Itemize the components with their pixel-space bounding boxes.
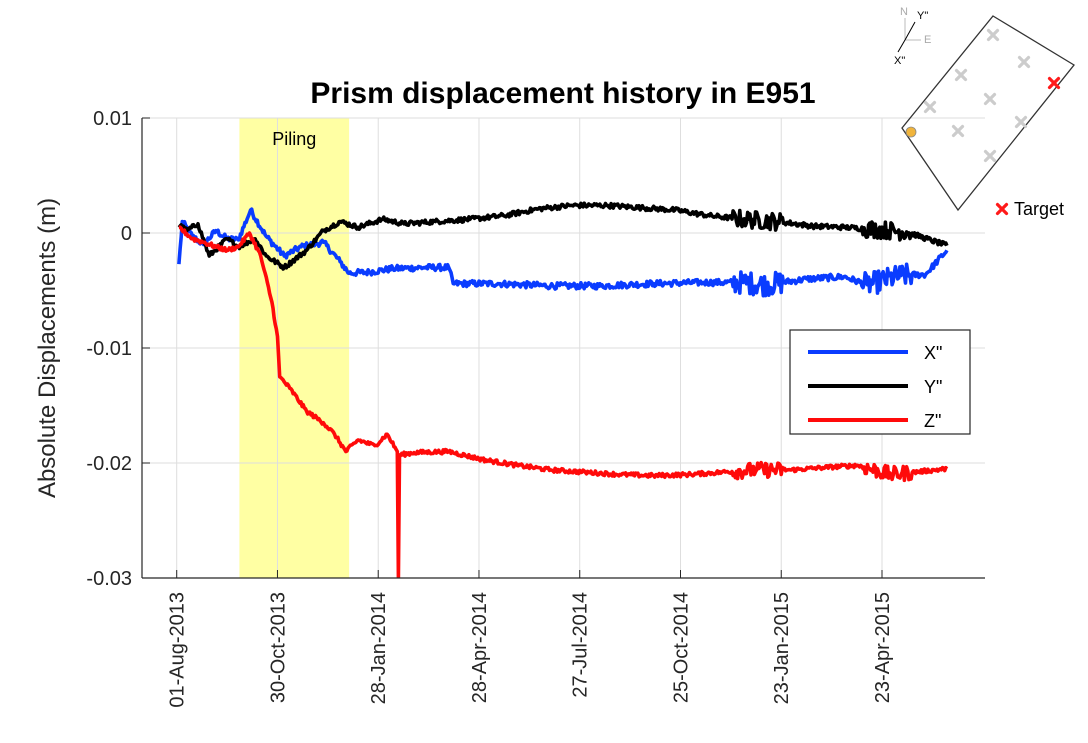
series-line-z — [178, 225, 949, 578]
series-line-x — [177, 207, 949, 298]
legend: X" Y" Z" — [789, 329, 971, 435]
target-point — [1047, 76, 1061, 90]
y-tick-label: -0.02 — [86, 453, 132, 475]
target-label: Target — [1014, 199, 1064, 219]
cross-stroke — [986, 28, 1000, 42]
compass: N E Y" X" — [894, 6, 931, 67]
target-icon — [995, 202, 1009, 216]
x-tick-label: 28-Jan-2014 — [368, 592, 390, 704]
y-axis-arrow — [904, 21, 916, 41]
x-tick-label: 30-Oct-2013 — [267, 592, 289, 703]
survey-point — [1014, 115, 1028, 129]
x-tick-label: 23-Apr-2015 — [872, 592, 894, 703]
x-tick-label: 27-Jul-2014 — [570, 592, 592, 698]
cross-stroke — [1017, 55, 1031, 69]
series-line-y — [177, 201, 949, 271]
reference-point — [905, 126, 917, 138]
survey-point — [986, 28, 1000, 42]
y-axis-label: Absolute Displacements (m) — [34, 198, 61, 498]
survey-point — [951, 124, 965, 138]
target-legend-marker — [995, 202, 1009, 216]
x-tick-labels: 01-Aug-2013 30-Oct-2013 28-Jan-2014 28-Apr-… — [167, 592, 894, 708]
cross-stroke — [983, 92, 997, 106]
cross-stroke — [951, 124, 965, 138]
chart-title: Prism displacement history in E951 — [310, 77, 815, 110]
y-tick-labels: 0.01 0 -0.01 -0.02 -0.03 — [86, 108, 132, 590]
survey-points — [905, 28, 1061, 163]
axes — [141, 117, 985, 579]
north-label: N — [900, 6, 908, 18]
survey-point — [983, 92, 997, 106]
cross-stroke — [923, 100, 937, 114]
piling-label: Piling — [272, 129, 316, 149]
y-tick-label: -0.03 — [86, 568, 132, 590]
y-axis-compass-label: Y" — [917, 10, 928, 22]
y-tick-label: 0 — [121, 223, 132, 245]
x-axis-arrow — [897, 39, 906, 53]
x-tick-label: 25-Oct-2014 — [670, 592, 692, 703]
survey-point — [1017, 55, 1031, 69]
y-tick-label: 0.01 — [93, 108, 132, 130]
x-tick-label: 23-Jan-2015 — [771, 592, 793, 704]
target-legend: Target — [995, 199, 1064, 219]
legend-label: Z" — [924, 411, 941, 431]
x-axis-compass-label: X" — [894, 55, 905, 67]
x-tick-label: 01-Aug-2013 — [167, 592, 189, 708]
cross-stroke — [954, 68, 968, 82]
cross-stroke — [995, 202, 1009, 216]
grid-lines — [142, 117, 985, 579]
x-tick-label: 28-Apr-2014 — [469, 592, 491, 703]
survey-point — [954, 68, 968, 82]
inset-map: N E Y" X" Target — [894, 6, 1075, 219]
cross-stroke — [983, 149, 997, 163]
site-outline — [901, 15, 1075, 212]
legend-box — [789, 329, 971, 435]
legend-label: X" — [924, 343, 942, 363]
y-tick-label: -0.01 — [86, 338, 132, 360]
cross-stroke — [1047, 76, 1061, 90]
cross-stroke — [1014, 115, 1028, 129]
survey-point — [983, 149, 997, 163]
data-series — [177, 201, 949, 578]
survey-point — [923, 100, 937, 114]
legend-label: Y" — [924, 377, 942, 397]
east-label: E — [924, 34, 931, 46]
